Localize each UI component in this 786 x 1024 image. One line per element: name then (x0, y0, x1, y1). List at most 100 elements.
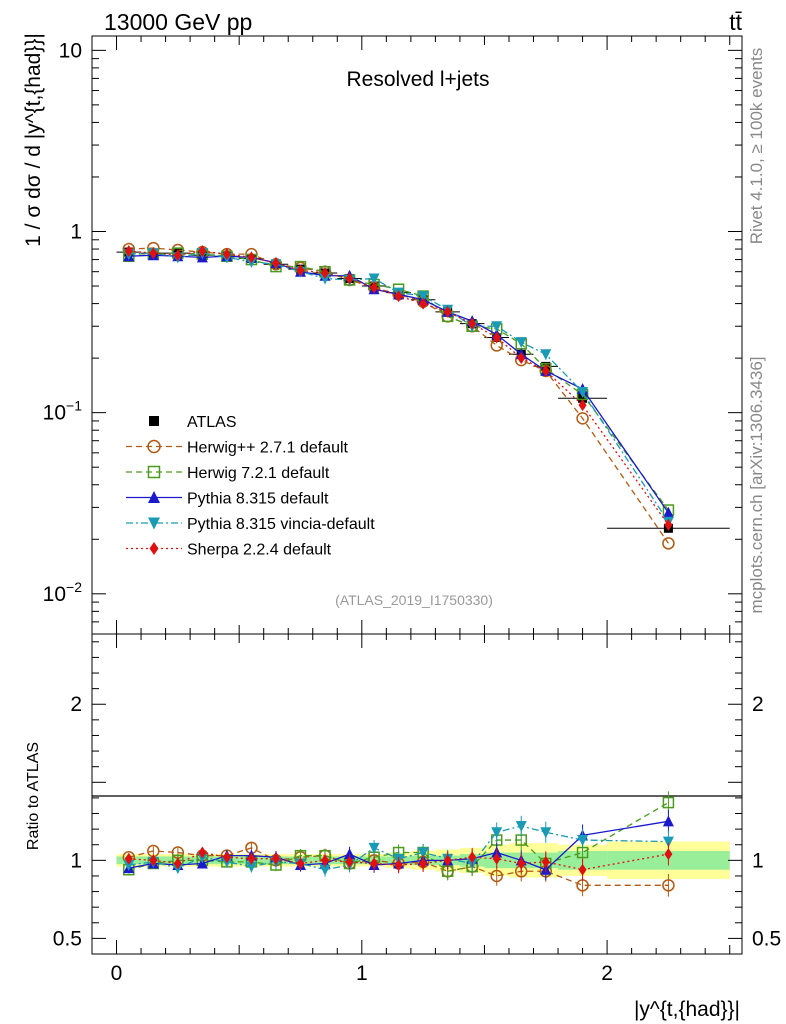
y-tick-label: 10−2 (43, 579, 83, 606)
x-tick-label: 2 (601, 962, 613, 985)
data-point (321, 267, 330, 280)
y-tick-exp: −2 (66, 579, 82, 595)
ratio-point (368, 842, 380, 854)
ratio-point (319, 864, 331, 876)
data-point (578, 393, 588, 403)
ratio-point (198, 846, 207, 859)
watermark: (ATLAS_2019_I1750330) (335, 592, 493, 608)
x-tick-label: 0 (111, 962, 123, 985)
ratio-y-label-right: 0.5 (752, 927, 781, 950)
rivet-label: Rivet 4.1.0, ≥ 100k events (747, 48, 766, 244)
ratio-point (296, 857, 305, 870)
ratio-point (490, 869, 503, 883)
ratio-point (662, 879, 675, 892)
ratio-point (271, 852, 280, 865)
ratio-point (492, 852, 501, 865)
ratio-point (123, 860, 135, 872)
ratio-point (541, 855, 550, 868)
ratio-series (122, 791, 675, 897)
data-point (247, 251, 256, 264)
data-point (492, 331, 501, 344)
data-point (577, 387, 589, 399)
ratio-point (345, 855, 354, 868)
series-pythia-8-315-vincia-default (123, 248, 674, 528)
data-point (662, 537, 675, 550)
x-tick-labels: 0 1 2 (111, 962, 613, 985)
data-point (540, 349, 552, 361)
ratio-point (222, 851, 231, 864)
data-point (296, 264, 305, 277)
ratio-point (540, 827, 552, 839)
legend-marker (148, 517, 160, 530)
legend-entry: Herwig++ 2.7.1 default (126, 440, 349, 457)
ratio-y-label-right: 2 (752, 693, 764, 716)
data-point (541, 364, 550, 377)
data-point (370, 281, 379, 294)
y-tick-label: 1 (70, 220, 82, 243)
ratio-series-sherpa-2-2-4-default (124, 842, 673, 881)
legend-marker (149, 416, 159, 426)
data-point (419, 297, 428, 310)
ratio-point (247, 852, 256, 865)
legend-label: Sherpa 2.2.4 default (187, 542, 332, 559)
ratio-line (128, 802, 669, 872)
ratio-point (578, 863, 587, 876)
x-tick-label: 1 (356, 962, 368, 985)
legend-entry: Herwig 7.2.1 default (126, 465, 330, 482)
data-point (345, 272, 354, 285)
ratio-point (124, 852, 133, 865)
main-ticks (91, 36, 742, 635)
data-point (468, 317, 477, 330)
legend-label: ATLAS (187, 414, 237, 431)
ratio-point (245, 861, 257, 873)
ratio-frame (91, 633, 743, 955)
legend-entry: Pythia 8.315 default (126, 491, 329, 508)
header-right: tt̄ (729, 9, 742, 35)
y-tick-label: 10 (59, 39, 82, 62)
data-point (124, 245, 133, 258)
ratio-point (321, 854, 330, 867)
ratio-ticks (91, 634, 742, 955)
main-title: Resolved l+jets (347, 68, 490, 91)
legend-label: Herwig++ 2.7.1 default (187, 440, 349, 457)
data-point (443, 305, 452, 318)
ratio-point (662, 796, 675, 809)
y-tick-label: 10−1 (43, 398, 83, 425)
ratio-point (515, 821, 527, 832)
data-point (149, 247, 158, 260)
ratio-point (417, 847, 429, 859)
ratio-point (517, 857, 526, 870)
ratio-panel: 0.5 0.5 1 1 2 2 Ratio to ATLAS 0 1 2 |y^{t,{had… (25, 633, 781, 1021)
ratio-point (664, 848, 673, 861)
ratio-point (419, 857, 428, 870)
data-point (394, 290, 403, 303)
legend-label: Pythia 8.315 default (187, 491, 329, 508)
legend-entry: Pythia 8.315 vincia-default (126, 516, 375, 533)
data-point (662, 506, 674, 518)
ratio-y-label-left: 1 (70, 849, 82, 872)
data-point (198, 245, 207, 258)
ratio-tick-labels: 0.5 0.5 1 1 2 2 (53, 693, 781, 950)
legend-marker (147, 439, 161, 454)
ratio-y-label-left: 0.5 (53, 927, 82, 950)
ratio-line (128, 851, 669, 871)
ratio-point (394, 859, 403, 872)
main-ylabel: 1 / σ dσ / d |y^{t,{had}}| (22, 33, 45, 247)
ratio-point (443, 854, 452, 867)
data-point (517, 352, 526, 365)
legend-entry: ATLAS (149, 414, 237, 431)
ratio-point (662, 836, 674, 848)
legend-marker (149, 542, 159, 555)
legend-marker (148, 491, 160, 503)
data-point (491, 321, 503, 333)
mcplots-label: mcplots.cern.ch [arXiv:1306.3436] (747, 356, 766, 613)
ratio-y-label-right: 1 (752, 849, 764, 872)
legend-label: Pythia 8.315 vincia-default (187, 516, 375, 533)
ratio-y-label-left: 2 (70, 693, 82, 716)
main-tick-labels: 10 1 10−1 10−2 (43, 39, 83, 605)
ratio-point (344, 848, 356, 860)
main-panel: Resolved l+jets (ATLAS_2019_I1750330) 1 … (22, 33, 743, 635)
ratio-line (128, 825, 669, 871)
data-point (271, 257, 280, 270)
